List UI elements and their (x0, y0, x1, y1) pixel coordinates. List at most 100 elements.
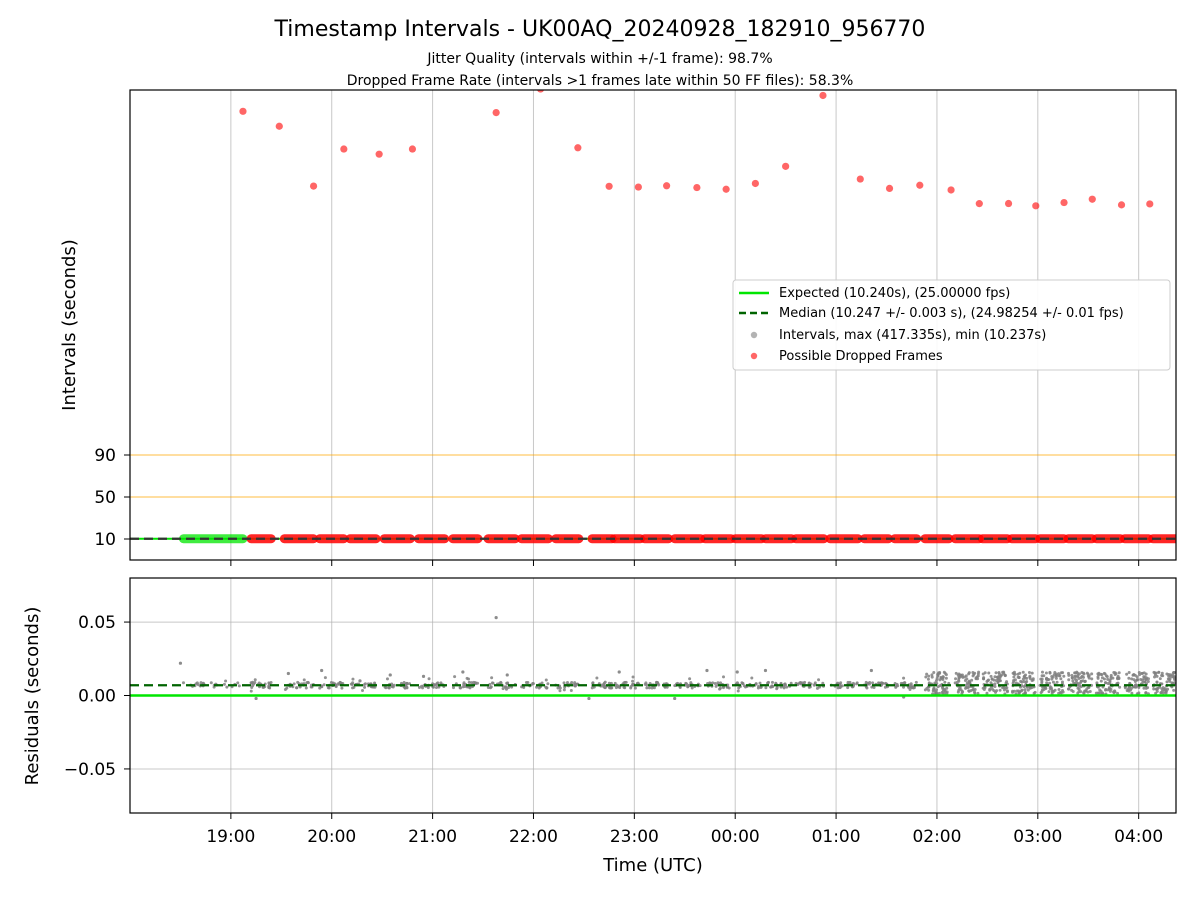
residual-point-840 (1020, 688, 1024, 692)
residual-outlier-4 (358, 679, 362, 683)
residual-point-1096 (1144, 691, 1148, 695)
x-tick-label-3: 22:00 (509, 827, 558, 847)
legend-intervals-marker (750, 331, 758, 339)
residual-point-749 (998, 688, 1002, 692)
residual-point-152 (403, 686, 407, 690)
residual-point-459 (775, 687, 779, 691)
top-y-tick-label-0: 10 (94, 530, 116, 550)
residual-point-449 (764, 686, 768, 690)
residual-point-687 (973, 688, 977, 692)
residual-point-701 (966, 686, 970, 690)
residual-point-350 (644, 681, 648, 685)
residual-point-1158 (1157, 670, 1161, 674)
dropped-frame-point-24 (1032, 202, 1040, 210)
residual-point-1197 (1161, 691, 1165, 695)
residual-point-337 (631, 675, 635, 679)
residual-point-1112 (1130, 686, 1134, 690)
residual-point-1074 (1142, 686, 1146, 690)
residual-point-985 (1079, 679, 1083, 683)
residual-point-257 (522, 686, 526, 690)
residual-point-1103 (1132, 678, 1136, 682)
residual-point-261 (558, 686, 562, 690)
residual-point-123 (373, 681, 377, 685)
residual-point-938 (1082, 691, 1086, 695)
residual-point-715 (989, 681, 993, 685)
legend-intervals-label: Intervals, max (417.335s), min (10.237s) (779, 328, 1046, 343)
residual-point-466 (771, 684, 775, 688)
residual-point-1060 (1116, 677, 1120, 681)
residual-point-780 (1005, 680, 1009, 684)
dropped-frame-point-26 (1088, 195, 1096, 203)
residual-point-621 (935, 688, 939, 692)
residual-point-1033 (1103, 681, 1107, 685)
residual-point-937 (1067, 678, 1071, 682)
residual-point-697 (974, 676, 978, 680)
residual-point-740 (1002, 688, 1006, 692)
residual-point-12 (199, 681, 203, 685)
residual-point-95 (337, 682, 341, 686)
residual-point-222 (490, 676, 494, 680)
dropped-frame-point-11 (634, 183, 642, 191)
residual-point-816 (1033, 690, 1037, 694)
residual-point-1013 (1099, 672, 1103, 676)
dropped-frame-point-23 (1004, 199, 1013, 208)
dropped-frame-point-2 (309, 182, 318, 190)
residual-point-297 (595, 676, 599, 680)
residual-point-912 (1044, 677, 1048, 681)
residual-point-994 (1116, 691, 1120, 695)
residual-point-46 (250, 681, 254, 685)
residual-point-962 (1071, 679, 1075, 683)
residual-point-137 (385, 677, 389, 681)
residual-point-487 (798, 681, 802, 685)
residual-point-66 (302, 678, 306, 682)
residual-point-1200 (1154, 691, 1158, 695)
residual-point-251 (524, 680, 528, 684)
residual-point-627 (935, 676, 939, 680)
x-tick-label-9: 04:00 (1114, 827, 1163, 847)
residual-point-458 (779, 685, 783, 689)
residual-point-100 (339, 681, 343, 685)
x-tick-label-7: 02:00 (912, 827, 961, 847)
residual-point-845 (1028, 677, 1032, 681)
residual-point-834 (1012, 678, 1016, 682)
residual-point-1137 (1165, 680, 1169, 684)
residual-point-1198 (1167, 672, 1171, 676)
dropped-frame-point-12 (663, 182, 671, 190)
residual-point-614 (927, 681, 931, 685)
residual-point-781 (1003, 674, 1007, 678)
chart-subtitle-line-1: Jitter Quality (intervals within +/-1 fr… (426, 51, 772, 67)
residual-point-465 (766, 681, 770, 685)
dropped-frame-point-20 (916, 181, 924, 189)
residual-point-142 (383, 685, 387, 689)
residual-point-219 (499, 681, 503, 685)
bottom-y-ticks: −0.05 0.00 0.05 (64, 613, 130, 780)
residual-point-605 (926, 677, 930, 681)
residual-point-1190 (1173, 676, 1176, 680)
dropped-frame-point-9 (574, 144, 582, 152)
residual-point-919 (1057, 688, 1061, 692)
residual-point-710 (962, 675, 966, 679)
residual-point-847 (1018, 671, 1022, 675)
residual-point-9 (236, 681, 240, 685)
residual-reference-lines (130, 684, 1176, 697)
residual-point-24 (196, 683, 200, 687)
dropped-frame-point-4 (375, 150, 383, 158)
residual-point-1051 (1112, 691, 1116, 695)
dropped-frame-point-16 (782, 162, 790, 170)
residual-point-883 (1055, 680, 1059, 684)
chart-legend: Expected (10.240s), (25.00000 fps) Media… (732, 279, 1171, 371)
residual-point-174 (434, 685, 438, 689)
residual-point-624 (936, 685, 940, 689)
residual-point-716 (987, 671, 991, 675)
residual-point-906 (1048, 687, 1052, 691)
top-y-axis-label: Intervals (seconds) (59, 239, 80, 411)
residual-point-1148 (1158, 685, 1162, 689)
residual-point-842 (1026, 688, 1030, 692)
residual-point-956 (1090, 677, 1094, 681)
residual-outlier-13 (705, 668, 709, 673)
residual-point-838 (1011, 681, 1015, 685)
residual-point-106 (351, 677, 355, 681)
residual-point-676 (964, 686, 968, 690)
residual-point-481 (812, 683, 816, 687)
residual-point-151 (399, 681, 403, 685)
